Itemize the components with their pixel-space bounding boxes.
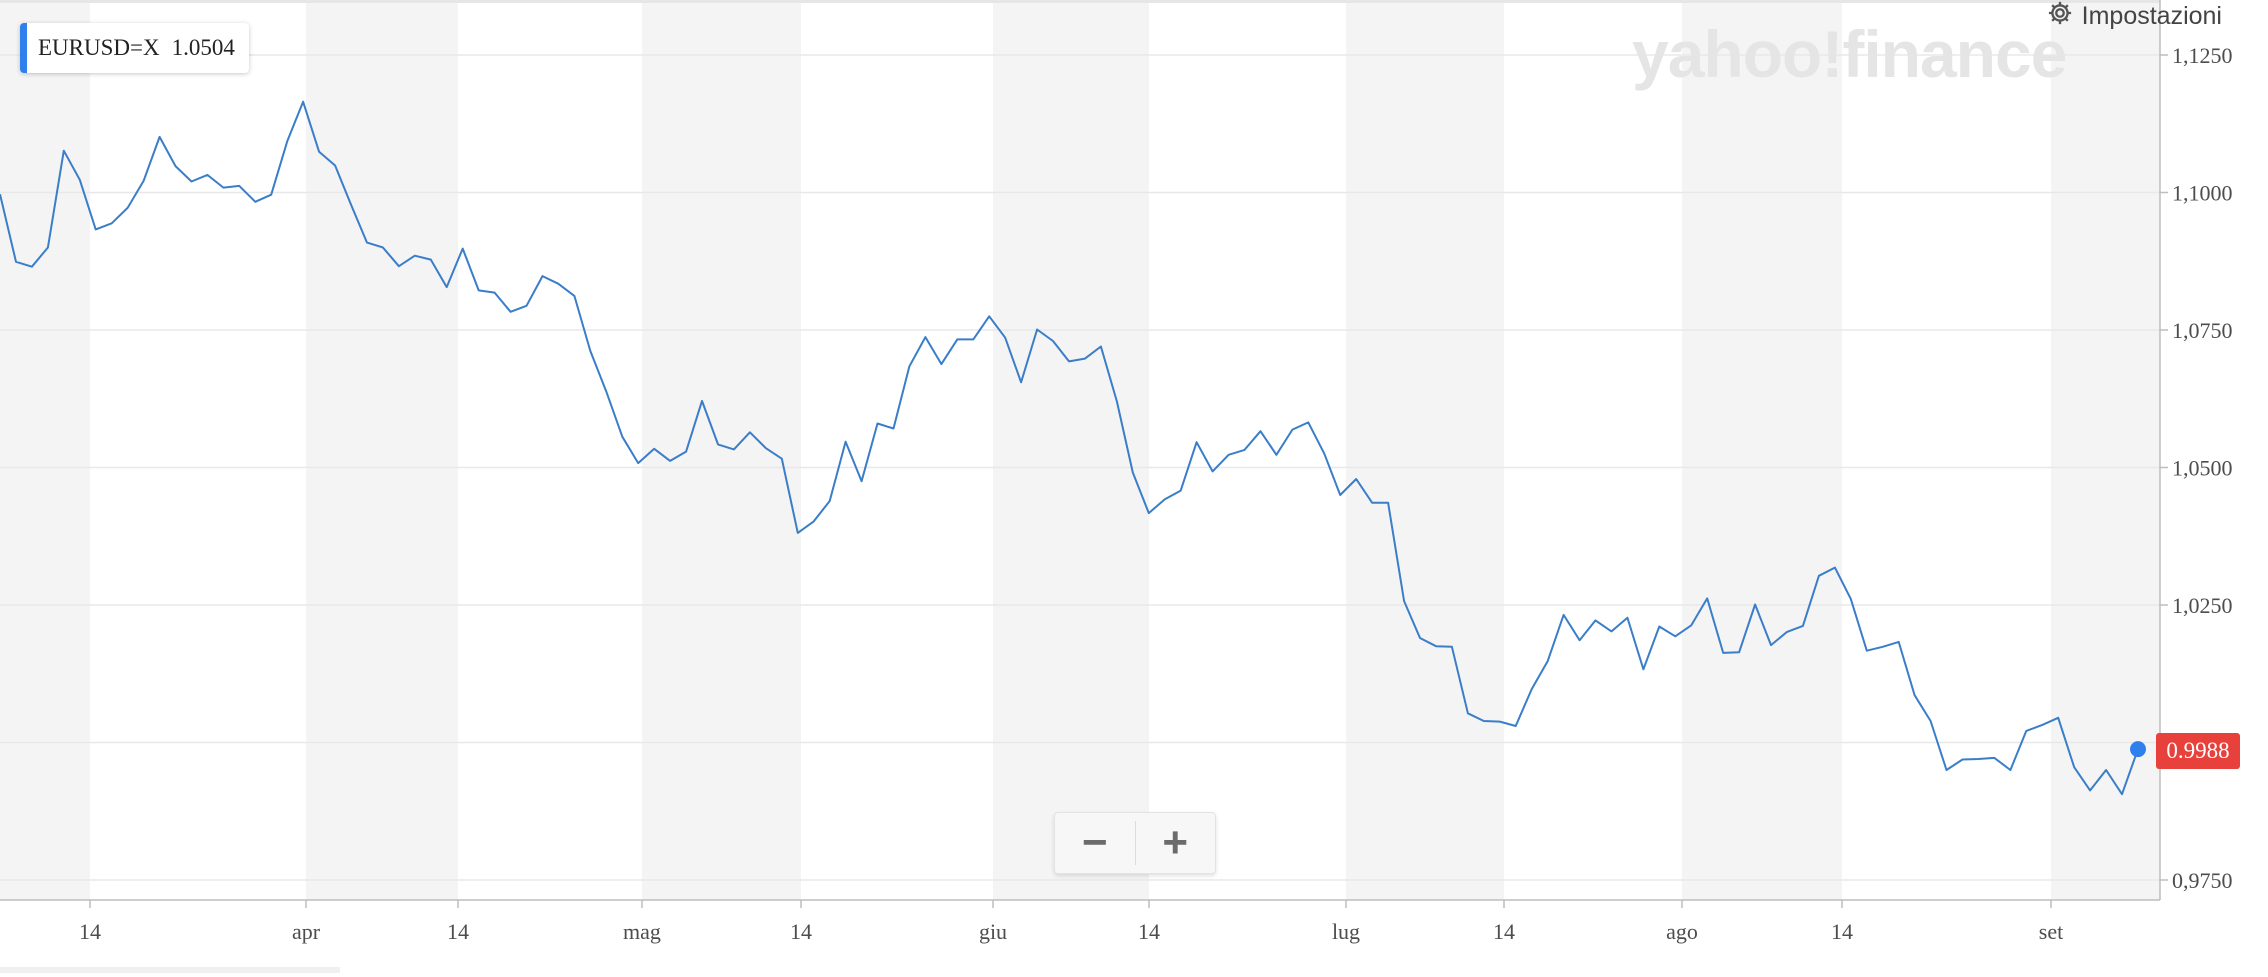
period-band	[993, 0, 1149, 900]
y-tick-label: 1,0750	[2172, 318, 2233, 343]
ticker-symbol: EURUSD=X	[38, 35, 160, 60]
zoom-in-button[interactable]: +	[1162, 818, 1189, 867]
x-tick-label: 14	[1493, 919, 1515, 944]
y-tick-label: 1,1000	[2172, 181, 2233, 206]
x-tick-label: apr	[292, 919, 321, 944]
ticker-badge[interactable]: EURUSD=X 1.0504	[20, 23, 249, 73]
ticker-value: 1.0504	[171, 35, 235, 60]
x-tick-label: 14	[79, 919, 101, 944]
ticker-color-marker	[20, 23, 27, 73]
period-bands	[0, 0, 2160, 900]
period-band	[0, 0, 90, 900]
top-border	[0, 0, 2160, 3]
gear-icon	[2046, 0, 2074, 34]
scrollbar[interactable]	[0, 967, 340, 973]
y-tick-label: 1,0250	[2172, 593, 2233, 618]
x-axis: 14 apr 14 mag 14 giu 14 lug 14 ago 14 set	[79, 900, 2063, 944]
price-line	[0, 100, 2139, 796]
x-tick-label: mag	[623, 919, 661, 944]
y-tick-label: 0,9750	[2172, 868, 2233, 893]
x-tick-label: ago	[1666, 919, 1698, 944]
x-tick-label: giu	[979, 919, 1007, 944]
period-band	[2051, 0, 2160, 900]
x-tick-label: set	[2039, 919, 2063, 944]
y-tick-label: 1,0500	[2172, 456, 2233, 481]
period-band	[306, 0, 458, 900]
settings-label: Impostazioni	[2081, 1, 2222, 30]
gridlines	[0, 54, 2160, 881]
yahoo-finance-watermark: yahoo!finance	[1632, 17, 2067, 91]
y-axis: 1,1250 1,1000 1,0750 1,0500 1,0250 0,9750	[2160, 43, 2233, 893]
period-band	[1682, 0, 1842, 900]
last-price-dot	[2130, 741, 2146, 758]
last-price-label: 0.9988	[2156, 733, 2240, 769]
x-tick-label: lug	[1332, 919, 1360, 944]
zoom-out-button[interactable]: −	[1081, 818, 1108, 867]
settings-button[interactable]: Impostazioni	[2046, 0, 2222, 32]
period-band	[642, 0, 801, 900]
x-tick-label: 14	[1831, 919, 1853, 944]
x-tick-label: 14	[1138, 919, 1160, 944]
period-band	[1346, 0, 1504, 900]
zoom-controls: − +	[1054, 812, 1216, 874]
x-tick-label: 14	[790, 919, 812, 944]
x-tick-label: 14	[447, 919, 469, 944]
zoom-separator	[1134, 821, 1136, 865]
y-tick-label: 1,1250	[2172, 43, 2233, 68]
